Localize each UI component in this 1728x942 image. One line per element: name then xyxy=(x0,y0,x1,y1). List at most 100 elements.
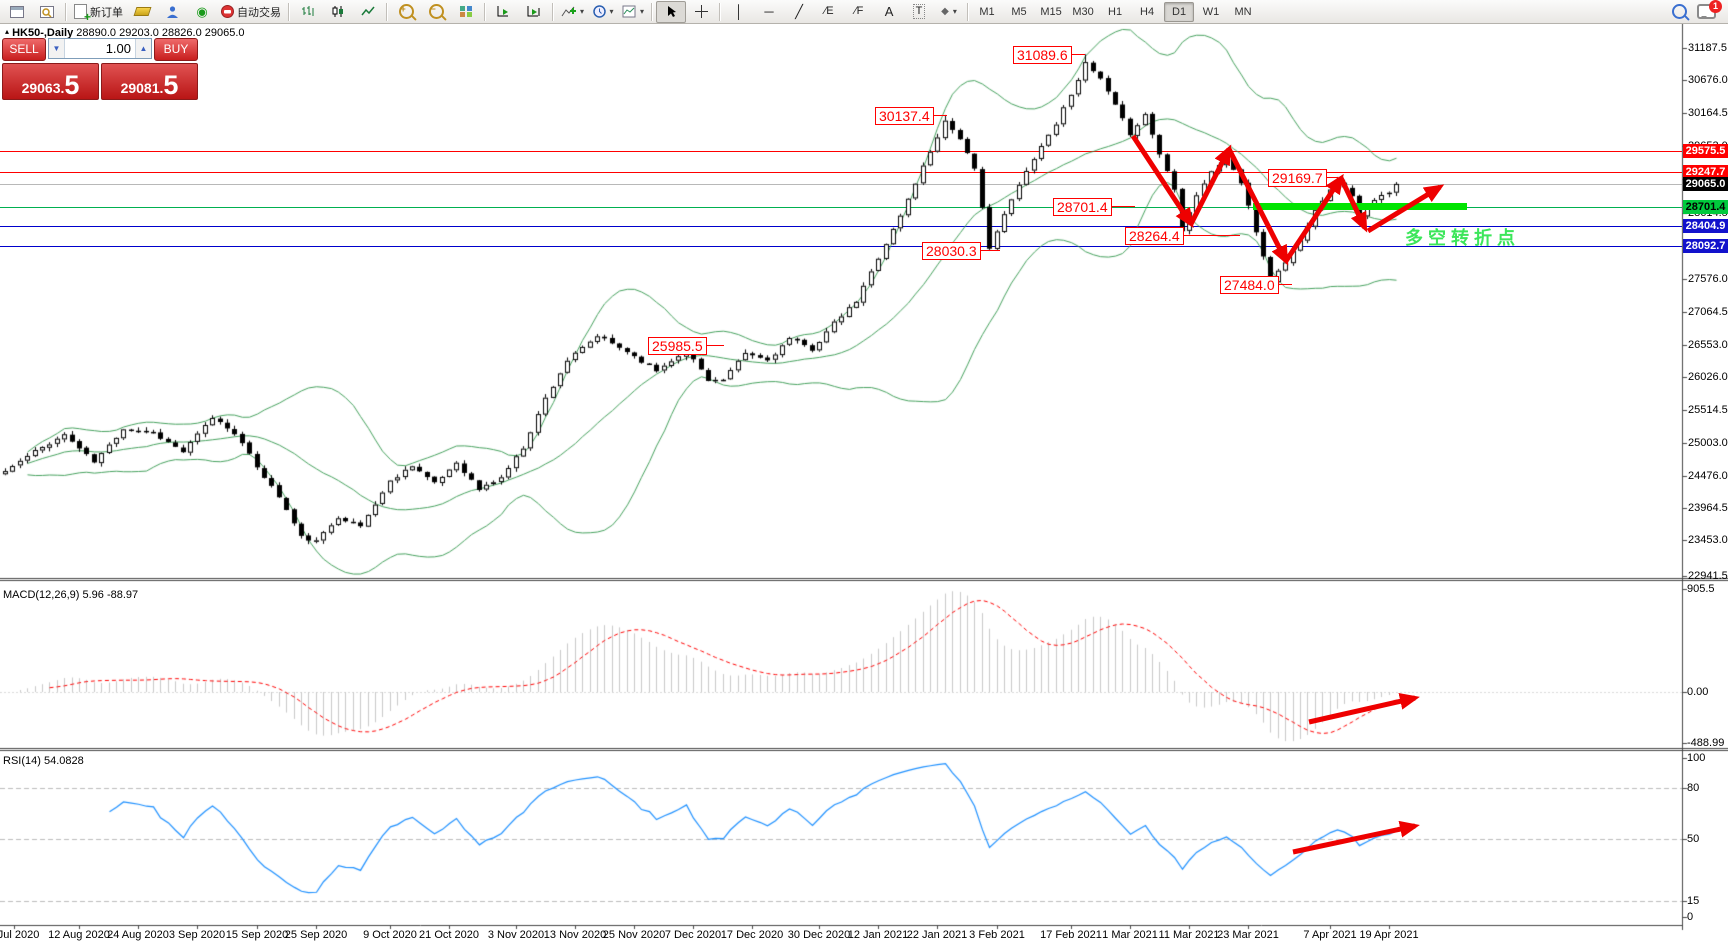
price-annotation: 28701.4 xyxy=(1053,198,1112,216)
timeframe-m5[interactable]: M5 xyxy=(1011,5,1027,18)
volume-input[interactable]: 1.00 xyxy=(105,41,131,56)
templates-button[interactable]: ▾ xyxy=(618,1,648,23)
price-tick: 26026.0 xyxy=(1688,371,1728,383)
candlestick-chart-button[interactable] xyxy=(323,1,353,23)
chart-search-icon xyxy=(40,5,54,18)
sell-price: 29063. xyxy=(21,80,65,96)
volume-increase-button[interactable]: ▲ xyxy=(135,39,151,58)
text-label-tool[interactable]: T xyxy=(904,1,934,23)
zoom-out-button[interactable]: − xyxy=(421,1,451,23)
sell-price-box[interactable]: 29063. 5 xyxy=(2,63,99,100)
price-chart-canvas[interactable] xyxy=(0,24,1728,942)
zoom-in-button[interactable]: + xyxy=(391,1,421,23)
market-watch-button[interactable] xyxy=(127,1,157,23)
toolbar-right: 1 xyxy=(1672,0,1726,19)
volume-stepper: ▼ 1.00 ▲ xyxy=(48,38,152,59)
buy-button[interactable]: BUY xyxy=(154,38,198,61)
horizontal-line-tool[interactable]: ─ xyxy=(754,1,784,23)
line-chart-icon xyxy=(361,6,375,16)
sell-button[interactable]: SELL xyxy=(2,38,46,61)
annotation-connector xyxy=(934,115,947,116)
annotation-connector xyxy=(981,250,1000,251)
new-order-button[interactable]: + 新订单 xyxy=(70,1,127,23)
timeframe-w1[interactable]: W1 xyxy=(1202,5,1220,18)
date-label: 12 Aug 2020 xyxy=(48,929,110,941)
timeframe-h4[interactable]: H4 xyxy=(1140,5,1155,18)
timeframe-m1[interactable]: M1 xyxy=(979,5,995,18)
chart-window-icon[interactable] xyxy=(2,1,32,23)
date-label: 9 Oct 2020 xyxy=(363,929,417,941)
rsi-tick: 80 xyxy=(1687,782,1700,794)
rsi-value: 54.0828 xyxy=(43,755,84,767)
candlestick-icon xyxy=(332,6,343,17)
buy-price-box[interactable]: 29081. 5 xyxy=(101,63,198,100)
chart-profile-icon[interactable] xyxy=(32,1,62,23)
cursor-tool-button[interactable] xyxy=(656,0,687,23)
autotrade-button[interactable]: 自动交易 xyxy=(217,1,285,23)
date-label: 30 Dec 2020 xyxy=(787,929,851,941)
timeframe-h1[interactable]: H1 xyxy=(1108,5,1123,18)
bar-chart-button[interactable] xyxy=(293,1,323,23)
price-badge: 28092.7 xyxy=(1683,239,1728,253)
vertical-line-tool[interactable]: │ xyxy=(724,1,754,23)
autotrade-label: 自动交易 xyxy=(237,6,281,19)
annotation-connector xyxy=(707,345,724,346)
timeframe-d1[interactable]: D1 xyxy=(1164,1,1195,22)
bar-chart-icon xyxy=(302,6,314,16)
search-icon[interactable] xyxy=(1672,4,1687,19)
fibonacci-expansion-tool[interactable]: ∕F xyxy=(844,1,874,23)
price-badge: 28404.9 xyxy=(1683,219,1728,233)
chat-icon[interactable]: 1 xyxy=(1697,0,1722,19)
date-label: 1 Mar 2021 xyxy=(1102,929,1158,941)
rsi-tick: 0 xyxy=(1687,911,1694,923)
indicators-button[interactable]: ▾ xyxy=(557,1,588,23)
community-button[interactable] xyxy=(157,1,187,23)
annotation-connector xyxy=(1072,54,1085,55)
date-label: 3 Nov 2020 xyxy=(487,929,545,941)
date-label: 19 Apr 2021 xyxy=(1359,929,1419,941)
text-icon: A xyxy=(884,4,894,19)
timeframe-mn[interactable]: MN xyxy=(1234,5,1252,18)
price-badge: 28701.4 xyxy=(1683,200,1728,214)
trendline-tool[interactable]: ╱ xyxy=(784,1,814,23)
date-label: 15 Sep 2020 xyxy=(225,929,289,941)
separator xyxy=(967,2,970,21)
auto-scroll-button[interactable] xyxy=(489,1,519,23)
crosshair-icon xyxy=(694,5,708,18)
signal-button[interactable]: ◉ xyxy=(187,1,217,23)
vline-icon: │ xyxy=(734,4,744,19)
date-label: 3 Feb 2021 xyxy=(969,929,1025,941)
fibonacci-tool[interactable]: ∕E xyxy=(814,1,844,23)
annotation-connector xyxy=(1112,206,1135,207)
zoom-in-icon: + xyxy=(398,4,414,19)
person-icon xyxy=(166,6,178,18)
shapes-tool[interactable]: ◆ ▾ xyxy=(934,1,964,23)
volume-decrease-button[interactable]: ▼ xyxy=(49,39,65,58)
buy-price-pip: 5 xyxy=(163,70,179,100)
macd-tick: -488.99 xyxy=(1687,737,1725,749)
timeframe-m15[interactable]: M15 xyxy=(1040,5,1062,18)
timeframe-m30[interactable]: M30 xyxy=(1072,5,1094,18)
price-tick: 23453.0 xyxy=(1688,534,1728,546)
separator xyxy=(651,2,654,21)
chevron-down-icon: ▾ xyxy=(609,7,614,16)
trendline-icon: ╱ xyxy=(795,4,803,19)
date-label: 7 Dec 2020 xyxy=(664,929,722,941)
date-label: 17 Dec 2020 xyxy=(720,929,784,941)
periods-button[interactable]: ▾ xyxy=(588,1,618,23)
rsi-tick: 50 xyxy=(1687,833,1700,845)
price-tick: 30164.5 xyxy=(1688,107,1728,119)
chart-shift-button[interactable] xyxy=(519,1,549,23)
text-tool[interactable]: A xyxy=(874,1,904,23)
tile-windows-button[interactable] xyxy=(451,1,481,23)
sell-price-pip: 5 xyxy=(64,70,80,100)
line-chart-button[interactable] xyxy=(353,1,383,23)
tile-windows-icon xyxy=(460,6,472,17)
window-icon xyxy=(10,5,24,18)
cursor-icon xyxy=(667,6,676,17)
notification-badge: 1 xyxy=(1709,0,1722,13)
timeframe-group: M1 M5 M15 M30 H1 H4 D1 W1 MN xyxy=(972,1,1258,22)
crosshair-tool-button[interactable] xyxy=(686,1,716,23)
chart-area: ▴ HK50-,Daily 28890.0 29203.0 28826.0 29… xyxy=(0,24,1728,942)
zoom-out-icon: − xyxy=(428,4,444,19)
